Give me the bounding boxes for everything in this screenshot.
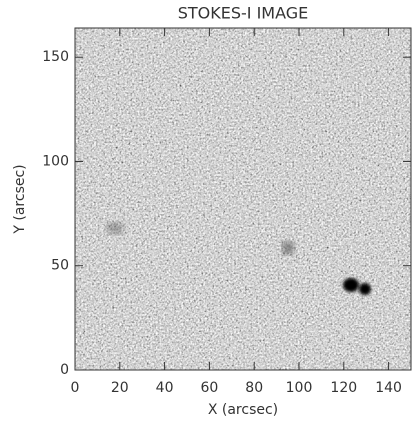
chart-title: STOKES-I IMAGE <box>178 4 309 23</box>
x-axis-label: X (arcsec) <box>208 402 278 418</box>
y-tick-label: 150 <box>42 49 69 65</box>
x-tick-label: 100 <box>286 380 313 396</box>
pore <box>282 241 294 255</box>
y-tick-label: 0 <box>60 362 69 378</box>
y-tick-label: 50 <box>51 258 69 274</box>
x-tick-label: 40 <box>156 380 174 396</box>
sunspot <box>359 283 371 295</box>
x-tick-label: 20 <box>111 380 129 396</box>
granulation <box>75 28 411 370</box>
pore <box>106 222 124 234</box>
plot-frame <box>74 27 412 371</box>
sunspot <box>343 278 359 292</box>
x-tick-label: 80 <box>245 380 263 396</box>
x-tick-label: 60 <box>200 380 218 396</box>
x-tick-label: 140 <box>375 380 402 396</box>
y-tick-label: 100 <box>42 153 69 169</box>
image <box>75 28 411 370</box>
x-tick-label: 0 <box>71 380 80 396</box>
x-tick-label: 120 <box>330 380 357 396</box>
y-axis-label: Y (arcsec) <box>12 164 28 234</box>
